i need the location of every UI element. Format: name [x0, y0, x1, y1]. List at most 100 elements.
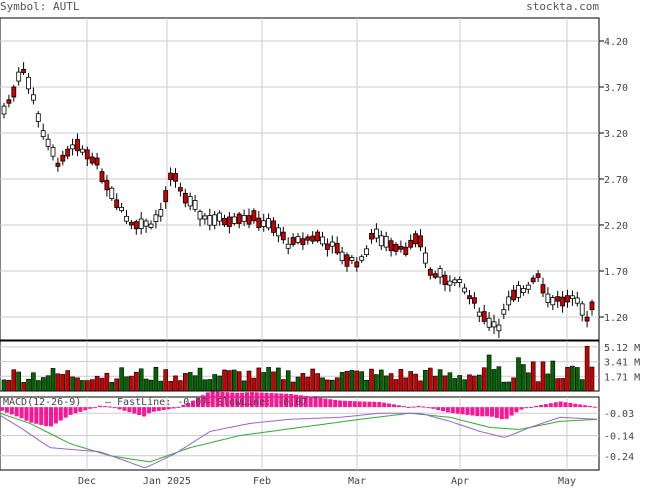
candle-body [251, 210, 257, 222]
candle-body [320, 236, 325, 245]
candle-body [173, 173, 178, 182]
macd-title: MACD(12-26-9) [3, 397, 81, 408]
x-axis: Dec Jan 2025 Feb Mar Apr May [78, 476, 576, 487]
volume-bar [119, 367, 124, 392]
candle-body [271, 220, 276, 233]
macd-histogram-bar [220, 391, 225, 408]
price-panel: 4.20 3.70 3.20 2.70 2.20 1.70 1.20 [0, 17, 628, 341]
macd-histogram-bar [107, 406, 112, 408]
candle-body [525, 284, 531, 290]
volume-bar [511, 377, 516, 392]
volume-bar [413, 373, 418, 392]
volume-bar [403, 377, 409, 392]
candle-body [334, 242, 340, 254]
volume-bar [45, 375, 51, 392]
volume-bar [530, 361, 536, 392]
candle-body [65, 148, 71, 157]
candle-body [457, 279, 463, 283]
macd-histogram-bar [210, 391, 215, 408]
macd-histogram-bar [455, 407, 460, 414]
macd-histogram-bar [431, 407, 436, 409]
volume-bar [158, 380, 164, 392]
macd-histogram-bar [333, 399, 338, 408]
volume-bar [271, 371, 276, 392]
volume-bar [40, 377, 46, 392]
candle-body [16, 71, 22, 82]
candle-body [212, 214, 218, 226]
volume-bar [574, 367, 580, 392]
volume-bar [55, 373, 61, 392]
candle-body [565, 295, 570, 303]
volume-bar [168, 381, 173, 392]
macd-histogram-bar [53, 407, 58, 424]
macd-histogram-bar [44, 407, 49, 427]
macd-histogram-bar [230, 392, 235, 408]
macd-histogram-bar [499, 407, 504, 420]
legend-slowline: — SlowLine: -0.07 [205, 397, 307, 408]
candle-body [344, 254, 350, 267]
macd-histogram-bar [558, 401, 563, 408]
volume-bar [227, 370, 232, 392]
macd-histogram-bar [112, 407, 117, 409]
macd-histogram-bar [235, 392, 240, 408]
volume-bar [35, 380, 41, 392]
candle-body [236, 213, 242, 224]
macd-histogram-bar [19, 407, 24, 419]
candle-body [60, 154, 66, 162]
volume-bar [427, 367, 433, 392]
macd-histogram-bar [132, 407, 137, 414]
candle-body [349, 257, 355, 261]
volume-tick-label: 1.71 M [604, 372, 640, 383]
volume-tick-label: 3.41 M [604, 358, 640, 369]
symbol-label: Symbol: AUTL [0, 0, 80, 13]
candle-body [119, 206, 124, 212]
macd-histogram-bar [347, 400, 352, 408]
volume-bar [496, 366, 502, 392]
candle-body [26, 76, 31, 90]
brand-label: stockta.com [526, 0, 599, 13]
candle-body [231, 216, 237, 224]
volume-bar [114, 378, 119, 392]
candle-body [471, 297, 477, 304]
macd-histogram-bar [416, 405, 421, 408]
macd-histogram-bar [147, 407, 151, 414]
volume-bar [570, 365, 575, 392]
macd-histogram-bar [411, 406, 416, 408]
volume-bar [109, 382, 115, 392]
macd-histogram-bar [0, 407, 4, 411]
volume-bar [94, 375, 100, 392]
volume-bar [486, 354, 492, 392]
macd-histogram-bar [215, 391, 220, 408]
candle-body [437, 268, 443, 278]
x-tick-label: Feb [253, 476, 271, 486]
macd-histogram-bar [88, 407, 93, 409]
candle-body [486, 317, 492, 328]
macd-histogram-bar [494, 407, 499, 418]
macd-histogram-bar [338, 400, 343, 408]
macd-histogram-bar [259, 392, 264, 408]
volume-bar [256, 367, 262, 392]
volume-bar [217, 375, 222, 392]
macd-histogram-bar [504, 407, 509, 419]
volume-bar [163, 369, 168, 392]
macd-histogram-bar [543, 404, 548, 408]
macd-histogram-bar [63, 407, 68, 418]
volume-bar [246, 370, 252, 392]
volume-bar [50, 368, 56, 392]
candle-body [329, 241, 335, 247]
macd-histogram-bar [142, 407, 147, 417]
candle-body [574, 297, 580, 304]
x-tick-label: Dec [78, 476, 96, 486]
x-tick-label: Jan 2025 [143, 476, 191, 486]
macd-histogram-bar [485, 407, 490, 417]
candle-body [21, 68, 27, 73]
volume-bar [472, 375, 477, 392]
volume-bar [138, 368, 144, 392]
candle-body [153, 214, 159, 223]
macd-histogram-bar [205, 392, 210, 408]
volume-bar [481, 367, 487, 392]
macd-histogram-bar [4, 407, 9, 413]
volume-bar [550, 360, 556, 392]
candle-body [45, 138, 51, 147]
